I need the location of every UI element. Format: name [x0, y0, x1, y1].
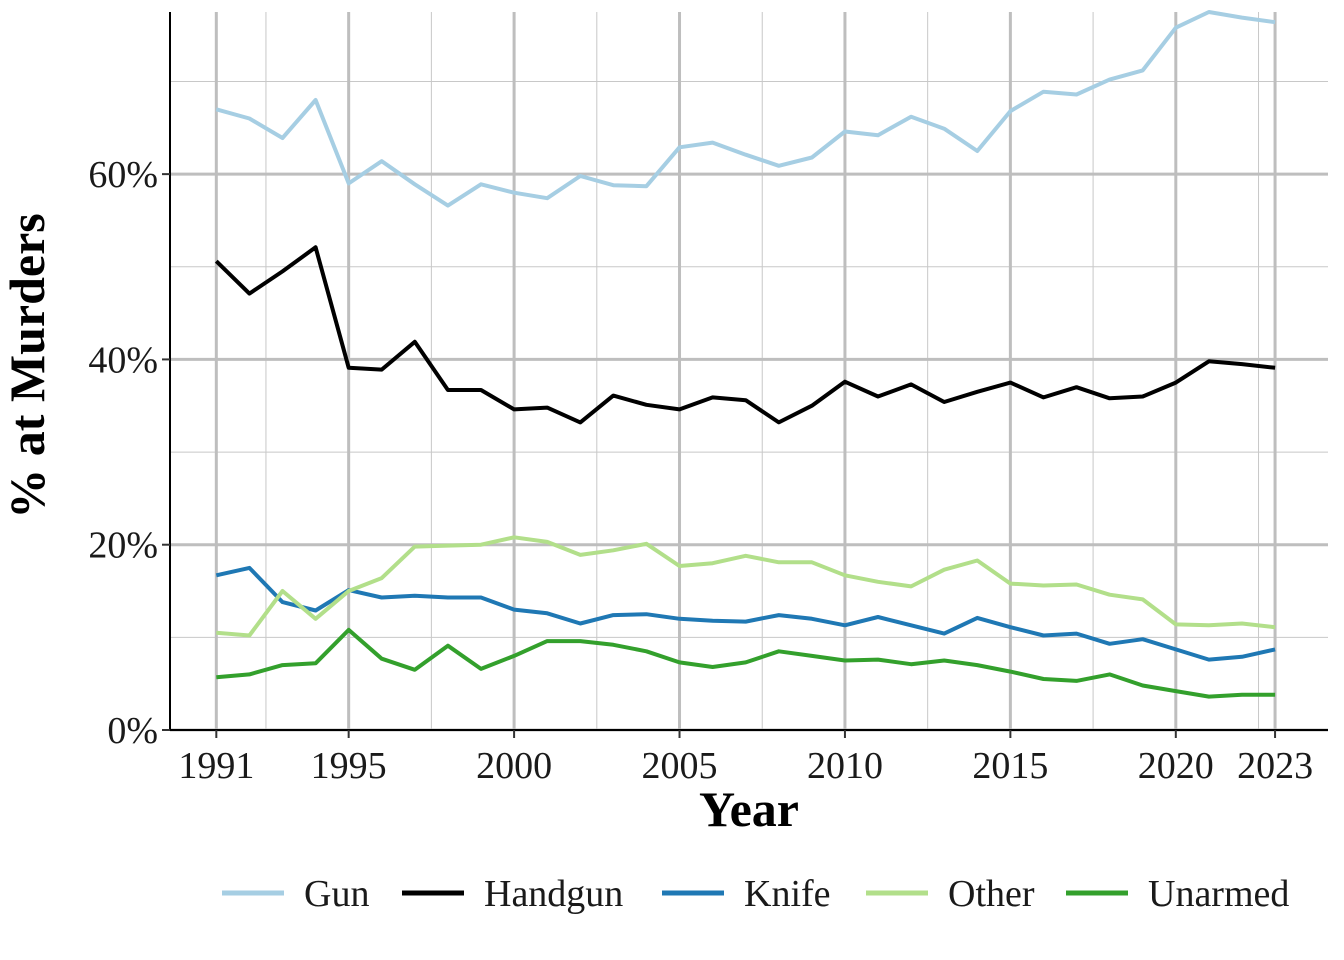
y-tick-label: 40%	[88, 339, 158, 381]
x-axis-title: Year	[699, 781, 799, 837]
legend-label: Knife	[744, 873, 831, 915]
x-tick-label: 2023	[1237, 745, 1313, 787]
y-tick-label: 60%	[88, 154, 158, 196]
legend-item-handgun: Handgun	[402, 873, 623, 915]
legend-label: Gun	[304, 873, 369, 915]
x-tick-label: 2020	[1138, 745, 1214, 787]
legend-item-other: Other	[866, 873, 1035, 915]
x-tick-label: 2005	[642, 745, 718, 787]
axes	[162, 12, 1328, 738]
tick-labels: 1991 1995 2000 2005 2010 2015 2020 2023 0% 20% 40%…	[88, 154, 1313, 787]
legend-item-gun: Gun	[222, 873, 369, 915]
series-line-knife	[215, 565, 1276, 662]
x-tick-label: 1995	[311, 745, 387, 787]
x-tick-label: 2010	[807, 745, 883, 787]
legend-label: Other	[948, 873, 1035, 915]
x-tick-label: 2015	[972, 745, 1048, 787]
series-line-other	[216, 535, 1276, 638]
legend-item-unarmed: Unarmed	[1066, 873, 1289, 915]
y-tick-label: 20%	[88, 525, 158, 567]
legend-label: Unarmed	[1148, 873, 1289, 915]
legend: Gun Handgun Knife Other Unarmed	[222, 873, 1289, 915]
x-tick-label: 2000	[476, 745, 552, 787]
series-line-gun	[215, 10, 1276, 208]
series-lines	[214, 10, 1276, 699]
series-line-handgun	[214, 245, 1276, 425]
y-axis-title: % at Murders	[0, 213, 55, 519]
legend-label: Handgun	[484, 873, 623, 915]
y-tick-label: 0%	[107, 710, 158, 752]
series-line-unarmed	[216, 627, 1276, 699]
legend-item-knife: Knife	[662, 873, 831, 915]
x-tick-label: 1991	[178, 745, 254, 787]
